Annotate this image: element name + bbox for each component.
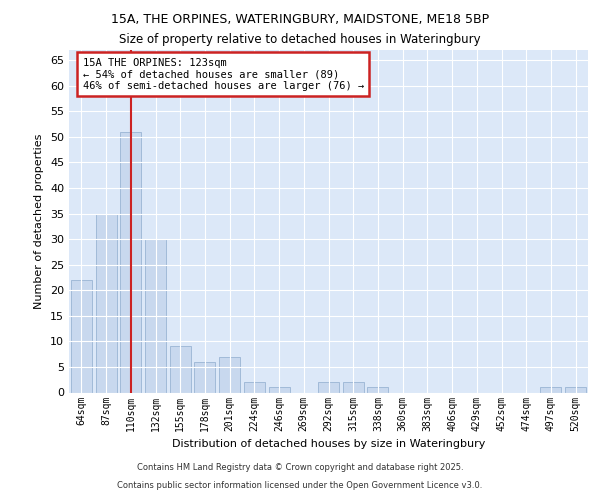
Text: Size of property relative to detached houses in Wateringbury: Size of property relative to detached ho… — [119, 32, 481, 46]
Bar — [194, 362, 215, 392]
Y-axis label: Number of detached properties: Number of detached properties — [34, 134, 44, 309]
X-axis label: Distribution of detached houses by size in Wateringbury: Distribution of detached houses by size … — [172, 439, 485, 449]
Bar — [343, 382, 364, 392]
Bar — [95, 214, 116, 392]
Bar — [367, 388, 388, 392]
Text: 15A THE ORPINES: 123sqm
← 54% of detached houses are smaller (89)
46% of semi-de: 15A THE ORPINES: 123sqm ← 54% of detache… — [83, 58, 364, 91]
Bar — [219, 356, 240, 392]
Bar — [565, 388, 586, 392]
Text: Contains public sector information licensed under the Open Government Licence v3: Contains public sector information licen… — [118, 481, 482, 490]
Bar — [170, 346, 191, 393]
Bar — [541, 388, 562, 392]
Bar — [120, 132, 141, 392]
Bar — [318, 382, 339, 392]
Bar — [269, 388, 290, 392]
Text: 15A, THE ORPINES, WATERINGBURY, MAIDSTONE, ME18 5BP: 15A, THE ORPINES, WATERINGBURY, MAIDSTON… — [111, 12, 489, 26]
Bar — [145, 239, 166, 392]
Bar — [71, 280, 92, 392]
Text: Contains HM Land Registry data © Crown copyright and database right 2025.: Contains HM Land Registry data © Crown c… — [137, 464, 463, 472]
Bar — [244, 382, 265, 392]
